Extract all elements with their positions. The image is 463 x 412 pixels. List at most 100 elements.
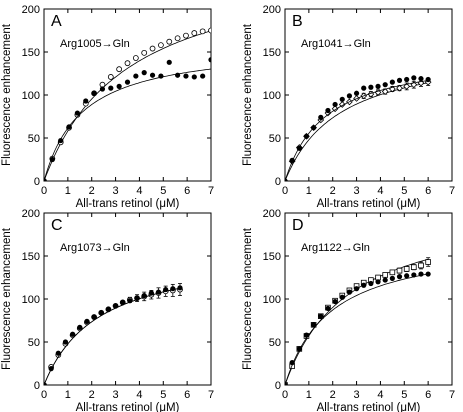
x-tick-label: 0 xyxy=(282,389,288,401)
data-point-filled-circle xyxy=(332,101,338,108)
fit-curve xyxy=(44,30,211,181)
data-point-open-circle xyxy=(107,74,114,80)
x-tick-label: 3 xyxy=(113,185,119,197)
x-tick-label: 4 xyxy=(377,389,383,401)
data-point-filled-circle xyxy=(163,286,169,293)
data-point-open-square xyxy=(375,274,381,281)
data-point-open-circle xyxy=(183,32,189,39)
data-point-filled-circle xyxy=(127,298,133,304)
x-tick-label: 3 xyxy=(113,389,119,401)
data-point-filled-circle xyxy=(425,271,431,277)
data-point-open-circle xyxy=(149,45,156,52)
data-point-filled-circle xyxy=(148,290,154,296)
data-point-filled-circle xyxy=(141,70,147,76)
data-point-filled-circle xyxy=(303,332,310,338)
x-tick-label: 6 xyxy=(425,389,431,401)
fit-curve xyxy=(44,287,181,385)
data-point-open-circle xyxy=(141,49,148,56)
data-point-filled-circle xyxy=(404,273,410,279)
data-point-filled-circle xyxy=(318,114,324,120)
y-tick-label: 50 xyxy=(28,337,40,349)
data-point-filled-circle xyxy=(91,314,97,320)
y-axis-label: Fluorescence enhancement xyxy=(1,227,13,370)
data-point-filled-circle xyxy=(339,96,345,102)
y-tick-label: 200 xyxy=(22,208,40,220)
data-point-filled-circle xyxy=(296,346,302,352)
series-filled-circle xyxy=(285,271,431,385)
data-point-open-square xyxy=(418,262,424,269)
panel-letter: B xyxy=(292,13,303,30)
data-point-open-diamond xyxy=(410,81,418,89)
y-tick-label: 100 xyxy=(22,294,40,306)
data-point-filled-circle xyxy=(396,274,403,280)
data-point-filled-circle xyxy=(346,93,353,99)
data-point-open-square xyxy=(389,269,396,276)
series-filled-circle xyxy=(44,57,211,181)
data-point-filled-circle xyxy=(289,157,295,163)
x-axis-label: All-trans retinol (μM) xyxy=(317,402,421,412)
fit-curve xyxy=(44,68,211,181)
x-tick-label: 4 xyxy=(136,185,142,197)
data-point-filled-circle xyxy=(411,272,417,278)
data-point-open-circle xyxy=(132,55,139,61)
y-tick-label: 50 xyxy=(269,337,281,349)
y-axis-label: Fluorescence enhancement xyxy=(242,23,254,166)
data-point-filled-circle xyxy=(325,107,331,114)
data-point-filled-circle xyxy=(303,133,310,139)
data-point-filled-circle xyxy=(191,74,197,80)
data-point-filled-circle xyxy=(58,137,64,144)
mutation-label: Arg1005→Gln xyxy=(60,38,130,50)
x-tick-label: 2 xyxy=(330,185,336,197)
data-point-open-diamond xyxy=(381,88,389,95)
plot-frame xyxy=(284,212,453,386)
x-tick-label: 5 xyxy=(160,185,166,197)
mutation-label: Arg1073→Gln xyxy=(60,242,130,254)
data-point-filled-circle xyxy=(141,292,147,299)
data-point-filled-circle xyxy=(318,313,324,319)
x-tick-label: 0 xyxy=(282,185,288,197)
data-point-filled-circle xyxy=(98,310,104,316)
series-filled-circle xyxy=(285,75,431,181)
x-tick-label: 1 xyxy=(65,185,71,197)
data-point-filled-circle xyxy=(55,350,61,356)
data-point-filled-circle xyxy=(368,84,374,90)
data-point-filled-circle xyxy=(70,331,76,337)
data-point-open-circle xyxy=(191,30,198,36)
panel-d: 0 1 2 3 4 5 6 7 0 50 100 150 200 All-trans retinol (μ… xyxy=(242,208,455,412)
y-tick-label: 100 xyxy=(22,90,40,102)
x-tick-label: 7 xyxy=(208,389,214,401)
data-point-filled-circle xyxy=(389,79,395,85)
x-tick-label: 6 xyxy=(425,185,431,197)
data-point-filled-circle xyxy=(175,72,181,78)
x-axis-label: All-trans retinol (μM) xyxy=(76,402,180,412)
y-axis-label: Fluorescence enhancement xyxy=(242,227,254,370)
y-tick-label: 150 xyxy=(263,251,281,263)
data-point-filled-circle xyxy=(149,72,156,78)
data-point-filled-circle xyxy=(62,339,69,345)
panel-letter: C xyxy=(51,217,63,234)
data-point-filled-circle xyxy=(339,294,345,300)
data-point-filled-circle xyxy=(133,73,139,79)
y-tick-label: 50 xyxy=(269,133,281,145)
data-point-filled-circle xyxy=(382,277,388,283)
data-point-filled-circle xyxy=(425,76,431,83)
data-point-filled-circle xyxy=(375,279,381,285)
x-tick-label: 6 xyxy=(184,389,190,401)
y-tick-label: 0 xyxy=(275,176,281,188)
data-point-open-circle xyxy=(208,27,211,34)
data-point-filled-circle xyxy=(285,178,288,181)
data-point-filled-circle xyxy=(368,280,374,287)
mutation-label: Arg1122→Gln xyxy=(301,242,370,254)
x-tick-label: 5 xyxy=(401,185,407,197)
data-point-open-diamond xyxy=(403,83,411,90)
data-point-filled-circle xyxy=(296,145,302,151)
data-point-filled-circle xyxy=(49,156,55,163)
data-point-filled-circle xyxy=(311,125,317,131)
data-point-filled-circle xyxy=(311,322,317,328)
mutation-label: Arg1041→Gln xyxy=(301,38,371,50)
x-tick-label: 2 xyxy=(330,389,336,401)
y-axis-label: Fluorescence enhancement xyxy=(1,23,13,166)
data-point-filled-circle xyxy=(120,299,126,306)
data-point-open-circle xyxy=(199,28,206,35)
y-tick-label: 150 xyxy=(22,47,40,59)
